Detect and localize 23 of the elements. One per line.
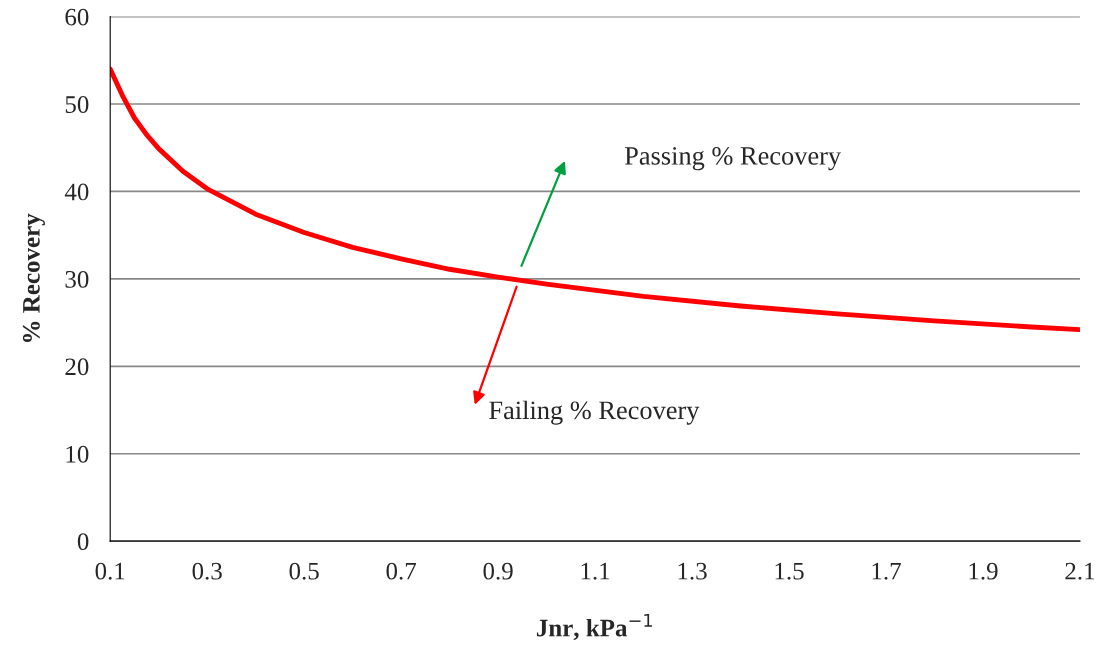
y-tick-label: 60 bbox=[65, 8, 89, 26]
annotation: Passing % Recovery bbox=[624, 146, 841, 171]
x-tick-label: 0.9 bbox=[483, 562, 513, 580]
x-tick-label: 0.1 bbox=[95, 562, 125, 580]
y-tick-label: 0 bbox=[77, 533, 89, 551]
y-tick-label: 30 bbox=[65, 270, 89, 288]
x-tick-label: 1.5 bbox=[775, 562, 804, 580]
x-tick-label: 1.1 bbox=[581, 562, 610, 580]
y-tick-label: 50 bbox=[65, 96, 89, 113]
x-tick-label: 0.5 bbox=[289, 562, 319, 580]
y-axis-title: % Recovery bbox=[22, 213, 45, 342]
x-tick-label: 0.7 bbox=[386, 562, 417, 580]
y-tick-label: 10 bbox=[66, 445, 89, 463]
x-tick-label: 2.1 bbox=[1065, 562, 1095, 580]
x-tick-label: 0.3 bbox=[192, 562, 222, 580]
x-tick-label: 1.3 bbox=[678, 562, 707, 580]
y-tick-label: 40 bbox=[64, 183, 89, 201]
x-tick-label: 1.7 bbox=[872, 562, 901, 580]
annotation: Failing % Recovery bbox=[489, 400, 700, 425]
y-tick-label: 20 bbox=[65, 358, 89, 376]
line-series bbox=[110, 66, 1080, 333]
x-axis-title: Jnr, kPa$^{−1}$ bbox=[536, 613, 652, 641]
x-tick-label: 1.9 bbox=[969, 562, 998, 580]
